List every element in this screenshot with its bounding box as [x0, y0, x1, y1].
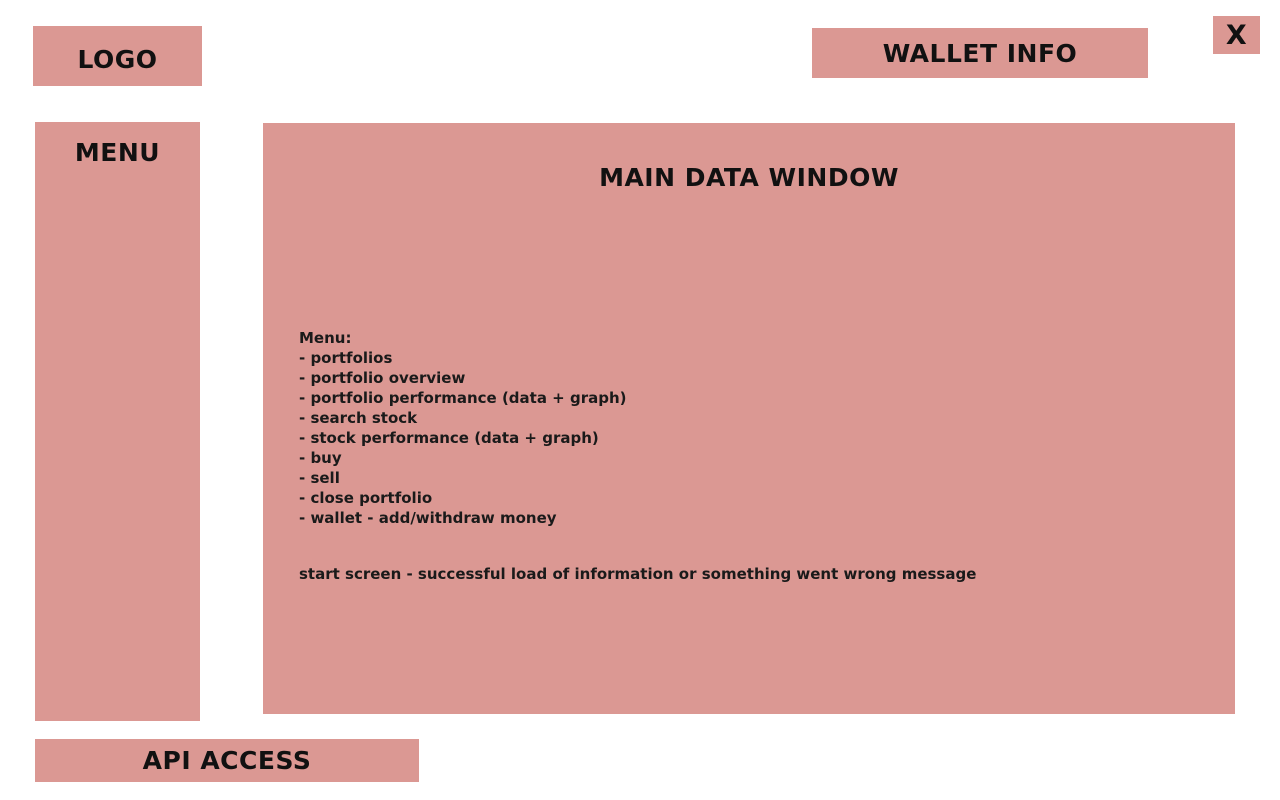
- menu-note-item: - stock performance (data + graph): [299, 429, 599, 447]
- wallet-info-label: WALLET INFO: [882, 38, 1078, 68]
- logo-label: LOGO: [77, 44, 158, 74]
- close-icon: X: [1225, 19, 1248, 51]
- wallet-info-panel[interactable]: WALLET INFO: [812, 28, 1148, 78]
- menu-note-item: - buy: [299, 449, 342, 467]
- logo-placeholder: LOGO: [33, 26, 202, 86]
- menu-notes-heading: Menu:: [299, 329, 352, 347]
- menu-notes: Menu: - portfolios - portfolio overview …: [299, 328, 627, 528]
- main-data-window-title: MAIN DATA WINDOW: [599, 163, 899, 192]
- api-access-button[interactable]: API ACCESS: [35, 739, 419, 782]
- menu-note-item: - search stock: [299, 409, 418, 427]
- menu-label: MENU: [74, 138, 161, 167]
- api-access-label: API ACCESS: [142, 746, 312, 775]
- start-screen-note: start screen - successful load of inform…: [299, 565, 977, 583]
- menu-panel[interactable]: MENU: [35, 122, 200, 721]
- main-data-window: MAIN DATA WINDOW Menu: - portfolios - po…: [263, 123, 1235, 714]
- menu-note-item: - portfolio overview: [299, 369, 466, 387]
- menu-note-item: - portfolios: [299, 349, 393, 367]
- menu-note-item: - portfolio performance (data + graph): [299, 389, 627, 407]
- menu-note-item: - sell: [299, 469, 340, 487]
- menu-note-item: - close portfolio: [299, 489, 433, 507]
- close-button[interactable]: X: [1213, 16, 1260, 54]
- menu-note-item: - wallet - add/withdraw money: [299, 509, 557, 527]
